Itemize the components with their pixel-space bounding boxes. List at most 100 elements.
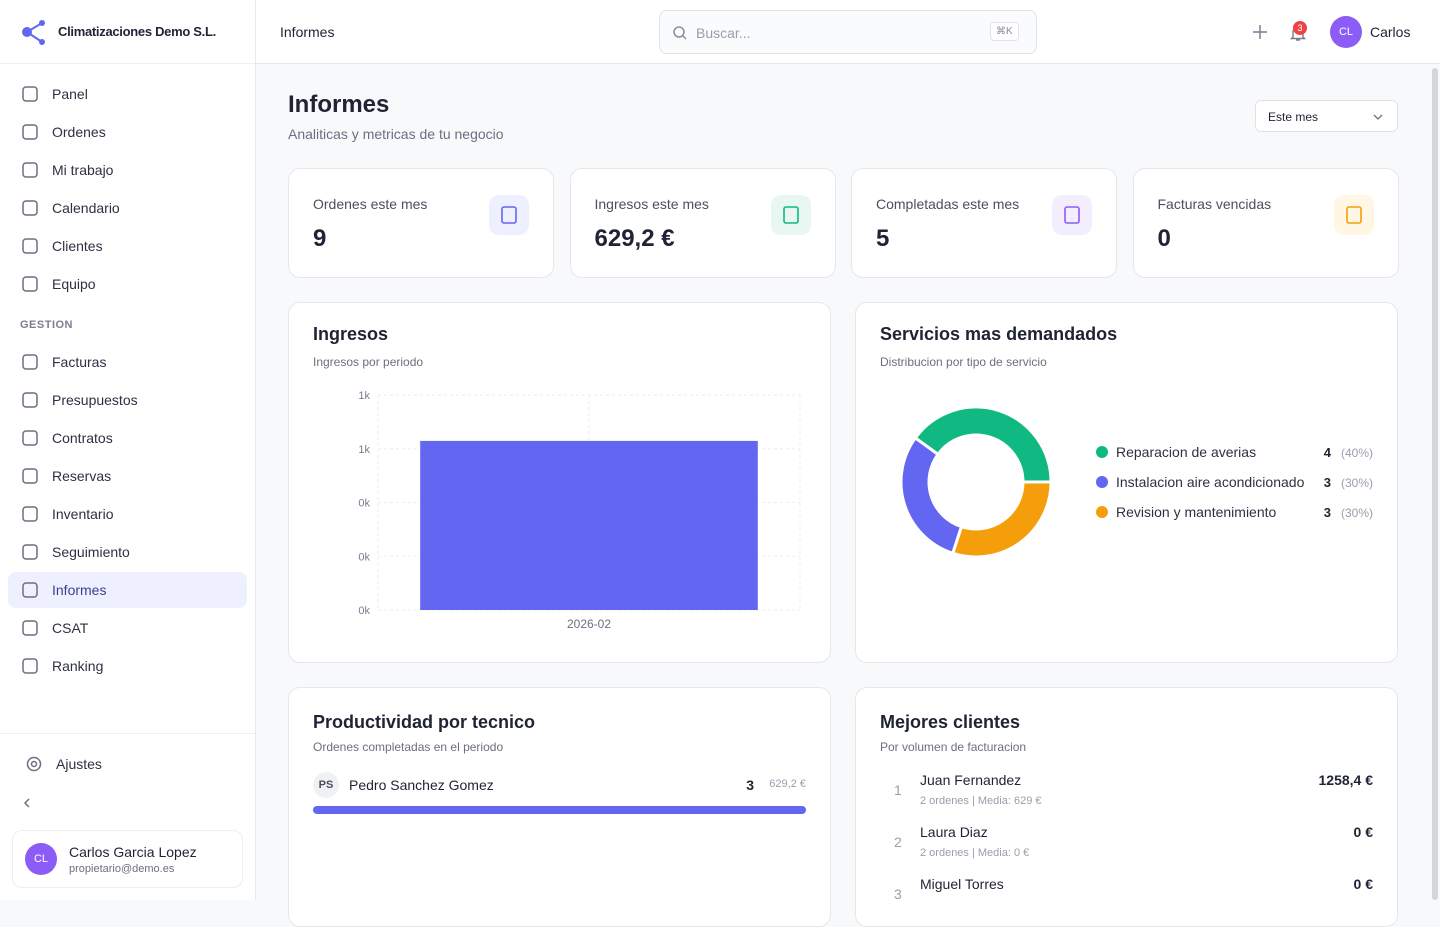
- kpi-icon: [1333, 195, 1374, 235]
- user-email: propietario@demo.es: [69, 863, 175, 875]
- collapse-button[interactable]: [20, 796, 34, 810]
- kpi-value: 9: [313, 225, 327, 252]
- user-card[interactable]: CL Carlos Garcia Lopez propietario@demo.…: [12, 830, 243, 888]
- nav-label: Inventario: [52, 506, 114, 522]
- nav-item[interactable]: Facturas: [8, 344, 247, 380]
- nav-item[interactable]: Clientes: [8, 228, 247, 264]
- bar-chart: Ingresos Ingresos por periodo 0k 0k 0k 1k 1k…: [313, 324, 801, 631]
- icon-shape: [22, 276, 38, 292]
- legend-label: Revision y mantenimiento: [1116, 504, 1277, 520]
- breadcrumb: Informes: [280, 24, 335, 40]
- period-label: Este mes: [1268, 110, 1319, 124]
- legend-percent: (30%): [1341, 506, 1373, 520]
- icon-shape: [22, 354, 38, 370]
- icon: [22, 124, 38, 140]
- icon-shape: [22, 658, 38, 674]
- card-title: Mejores clientes: [880, 712, 1021, 732]
- progress-fill: [313, 806, 806, 814]
- icon-shape: [22, 124, 38, 140]
- y-tick-label: 0k: [358, 605, 370, 617]
- avatar: CL: [25, 843, 57, 875]
- icon-shape: [22, 200, 38, 216]
- rank: 2: [894, 834, 902, 850]
- brand: Climatizaciones Demo S.L.: [58, 24, 216, 39]
- legend-percent: (30%): [1341, 476, 1373, 490]
- nav-item[interactable]: Calendario: [8, 190, 247, 226]
- icon-shape: [22, 544, 38, 560]
- icon: [22, 658, 38, 674]
- settings-link[interactable]: Ajustes: [12, 746, 251, 782]
- card-subtitle: Por volumen de facturacion: [880, 740, 1027, 754]
- icon-shape: [22, 506, 38, 522]
- icon-shape: [22, 238, 38, 254]
- amount: 629,2 €: [769, 778, 806, 790]
- pie-chart: Servicios mas demandados Distribucion po…: [880, 324, 1373, 559]
- y-tick-label: 0k: [358, 551, 370, 563]
- revenue-card: Ingresos Ingresos por periodo 0k 0k 0k 1k 1k…: [288, 302, 831, 663]
- technician-name: Pedro Sanchez Gomez: [349, 777, 494, 793]
- nav-item[interactable]: Panel: [8, 76, 247, 112]
- add-button[interactable]: [1252, 24, 1268, 40]
- icon: [673, 26, 687, 40]
- client-name: Laura Diaz: [920, 824, 988, 840]
- client-detail: 2 ordenes | Media: 0 €: [920, 847, 1030, 859]
- icon: [22, 620, 38, 636]
- client-detail: 2 ordenes | Media: 629 €: [920, 795, 1042, 807]
- nav-item[interactable]: Seguimiento: [8, 534, 247, 570]
- kpi-label: Facturas vencidas: [1157, 196, 1272, 212]
- chart-title: Servicios mas demandados: [880, 324, 1117, 344]
- icon: [1373, 114, 1383, 120]
- user-name: Carlos: [1370, 24, 1411, 40]
- user-name: Carlos Garcia Lopez: [69, 844, 197, 860]
- period-select[interactable]: Este mes: [1255, 100, 1398, 132]
- icon: [501, 206, 517, 224]
- nav-label: Equipo: [52, 276, 96, 292]
- search-placeholder: Buscar...: [696, 25, 751, 41]
- services-card: Servicios mas demandados Distribucion po…: [855, 302, 1398, 663]
- nav-item[interactable]: Inventario: [8, 496, 247, 532]
- legend-value: 3: [1324, 505, 1331, 520]
- rank: 3: [894, 886, 902, 902]
- icon: [1345, 206, 1362, 224]
- nav-item[interactable]: Presupuestos: [8, 382, 247, 418]
- nav-item[interactable]: Mi trabajo: [8, 152, 247, 188]
- topbar: Informes Buscar... ⌘K 3 CL Carlos: [256, 0, 1440, 64]
- nav-label: Mi trabajo: [52, 162, 114, 178]
- icon-shape: [22, 162, 38, 178]
- page-subtitle: Analiticas y metricas de tu negocio: [288, 126, 504, 142]
- divider: [0, 733, 255, 734]
- divider: [0, 63, 255, 64]
- nav-label: Panel: [52, 86, 88, 102]
- client-amount: 0 €: [1353, 824, 1373, 840]
- kpi-icon: [1052, 195, 1092, 235]
- chart-subtitle: Ingresos por periodo: [313, 355, 423, 369]
- chart-subtitle: Distribucion por tipo de servicio: [880, 355, 1047, 369]
- nav-item[interactable]: Ordenes: [8, 114, 247, 150]
- icon-shape: [22, 620, 38, 636]
- chart-title: Ingresos: [313, 324, 388, 344]
- icon-shape: [22, 468, 38, 484]
- avatar[interactable]: CL: [1330, 16, 1362, 48]
- rank: 1: [894, 782, 902, 798]
- nav-item[interactable]: Equipo: [8, 266, 247, 302]
- order-count: 3: [746, 777, 754, 793]
- nav-label: Clientes: [52, 238, 103, 254]
- nav-item[interactable]: Informes: [8, 572, 247, 608]
- y-tick-label: 0k: [358, 498, 370, 510]
- nav-label: Calendario: [52, 200, 120, 216]
- bar: [420, 440, 758, 610]
- icon-shape: [782, 206, 799, 224]
- nav-item[interactable]: Contratos: [8, 420, 247, 456]
- nav-item[interactable]: Ranking: [8, 648, 247, 684]
- search[interactable]: Buscar... ⌘K: [659, 10, 1037, 54]
- legend-value: 4: [1324, 445, 1332, 460]
- avatar: PS: [313, 772, 339, 798]
- icon: [22, 582, 38, 598]
- nav-item[interactable]: CSAT: [8, 610, 247, 646]
- icon-shape: [1345, 206, 1362, 224]
- legend-dot: [1096, 506, 1108, 518]
- shortcut: ⌘K: [990, 22, 1019, 41]
- kpi-card: Ordenes este mes 9: [288, 168, 554, 278]
- nav-item[interactable]: Reservas: [8, 458, 247, 494]
